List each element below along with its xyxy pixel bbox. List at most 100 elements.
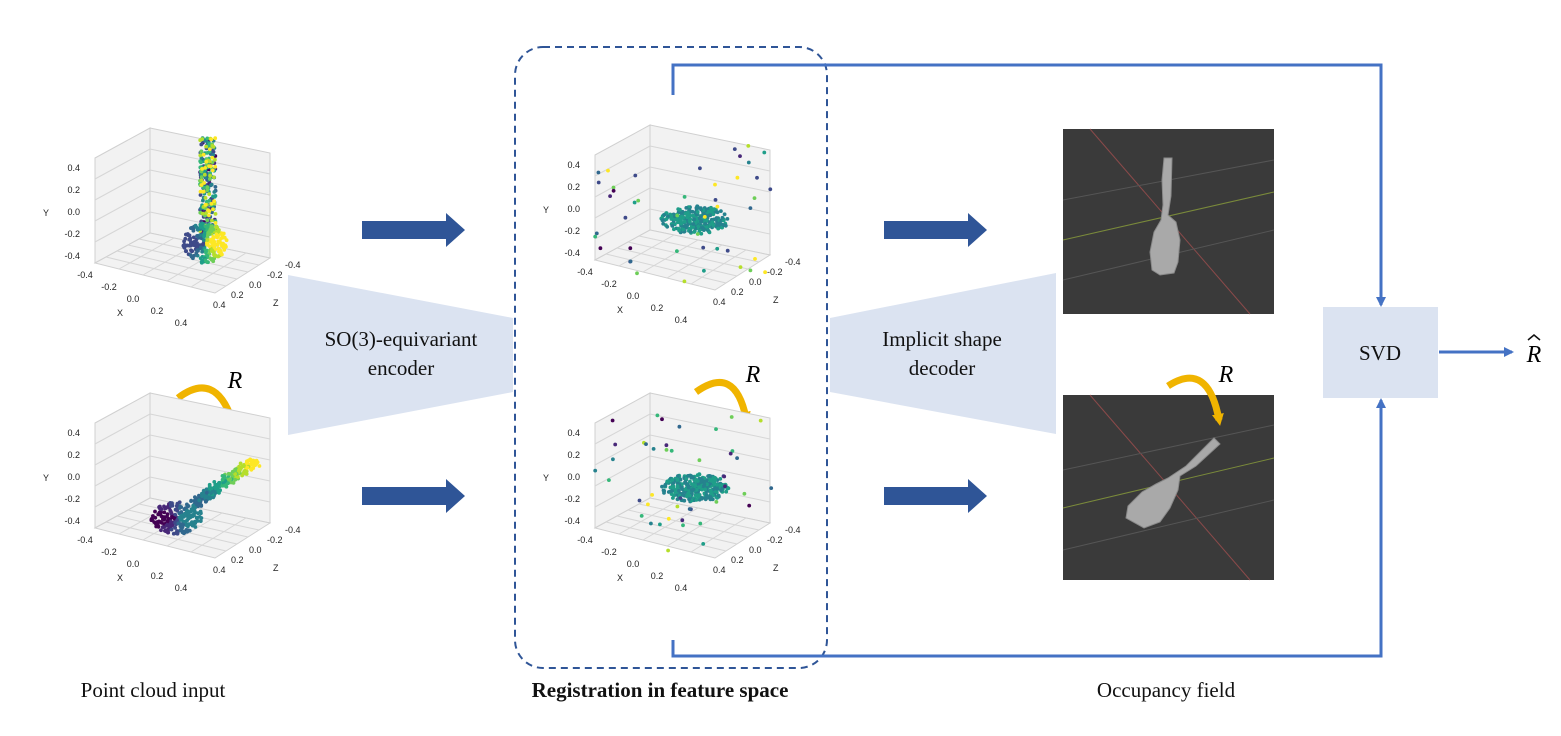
- cloud-point: [708, 474, 713, 478]
- cloud-point: [683, 211, 688, 216]
- cloud-point: [686, 485, 691, 490]
- cloud-point: [704, 493, 709, 497]
- cloud-point: [160, 525, 165, 529]
- cloud-point: [207, 213, 211, 218]
- cloud-point: [195, 225, 199, 230]
- cloud-point: [179, 510, 184, 514]
- decoder-label-line1: Implicit shape: [882, 327, 1002, 351]
- cloud-point: [664, 443, 669, 448]
- cloud-point: [668, 485, 673, 490]
- cloud-point: [672, 227, 676, 232]
- cloud-point: [207, 164, 211, 169]
- cloud-point: [212, 199, 217, 204]
- grid-line: [666, 512, 723, 547]
- grid-line: [605, 521, 727, 552]
- cloud-point: [670, 224, 675, 228]
- x-tick-label: 0.4: [675, 315, 688, 325]
- cloud-point: [193, 525, 198, 529]
- cloud-point: [238, 461, 243, 466]
- cloud-point: [194, 502, 198, 506]
- cloud-point: [675, 478, 680, 482]
- cloud-point: [164, 523, 169, 528]
- caption-occupancy: Occupancy field: [1097, 678, 1236, 702]
- grid-line: [690, 249, 747, 285]
- cloud-point: [183, 513, 188, 518]
- cloud-point: [195, 241, 199, 245]
- cloud-point: [696, 206, 700, 210]
- z-tick-label: 0.0: [249, 280, 262, 290]
- cloud-point: [173, 507, 178, 512]
- cloud-point: [716, 226, 721, 231]
- cloud-point: [714, 427, 718, 431]
- z-tick-label: 0.2: [231, 555, 244, 565]
- cloud-point: [165, 514, 169, 519]
- x-tick-label: 0.4: [175, 318, 188, 328]
- cloud-point: [675, 249, 679, 254]
- cloud-point: [201, 189, 206, 194]
- cloud-point: [735, 456, 739, 460]
- cloud-point: [606, 168, 610, 173]
- plot-pane: [593, 497, 772, 559]
- y-tick-label: -0.4: [64, 516, 80, 526]
- flow-arrow-input-bottom: [362, 479, 465, 513]
- cloud-point: [194, 499, 198, 504]
- cloud-point: [191, 503, 196, 508]
- plot-input-rotated: 0.40.20.0-0.2-0.4Y-0.4-0.20.00.20.4X-0.4…: [43, 392, 301, 593]
- cloud-point: [162, 510, 167, 515]
- rotation-arrow-occupancy: R: [1166, 362, 1234, 426]
- cloud-point: [187, 528, 192, 533]
- cloud-point: [716, 493, 721, 498]
- cloud-point: [215, 483, 219, 488]
- cloud-point: [202, 234, 207, 239]
- cloud-point: [173, 525, 177, 530]
- cloud-point: [182, 531, 186, 536]
- x-tick-label: 0.2: [151, 306, 164, 316]
- cloud-point: [593, 468, 598, 473]
- cloud-point: [660, 417, 664, 422]
- cloud-point: [212, 190, 217, 194]
- cloud-point: [661, 488, 666, 493]
- cloud-point: [211, 495, 216, 500]
- cloud-point: [243, 468, 247, 473]
- grid-line: [649, 166, 771, 193]
- cloud-point: [199, 142, 204, 147]
- cloud-point: [678, 207, 682, 212]
- cloud-point: [201, 488, 206, 493]
- cloud-point: [628, 246, 633, 251]
- cloud-point: [209, 182, 214, 187]
- y-tick-label: 0.0: [67, 207, 80, 217]
- cloud-point: [666, 214, 670, 219]
- cloud-point: [593, 234, 598, 239]
- cloud-point: [188, 509, 193, 514]
- cloud-point: [675, 213, 680, 218]
- y-tick-label: -0.2: [564, 226, 580, 236]
- grid-line: [190, 252, 247, 288]
- cloud-point: [207, 192, 212, 197]
- z-axis-label: Z: [273, 563, 279, 573]
- grid-line: [94, 148, 151, 180]
- cloud-point: [710, 497, 715, 502]
- y-tick-label: 0.4: [67, 163, 80, 173]
- cloud-point: [677, 424, 682, 429]
- cloud-point: [165, 518, 170, 523]
- cloud-point: [725, 248, 730, 253]
- cloud-point: [199, 178, 204, 183]
- cloud-point: [708, 495, 713, 499]
- cloud-point: [202, 172, 207, 177]
- y-tick-label: 0.0: [567, 204, 580, 214]
- z-tick-label: -0.2: [767, 267, 783, 277]
- cloud-point: [203, 166, 208, 170]
- cloud-point: [198, 225, 203, 230]
- cloud-point: [153, 509, 157, 514]
- cloud-point: [237, 468, 241, 473]
- cloud-point: [213, 212, 218, 216]
- cloud-point: [637, 498, 642, 503]
- cloud-point: [685, 482, 689, 487]
- cloud-point: [714, 500, 719, 504]
- cloud-point: [248, 457, 253, 462]
- z-tick-label: -0.4: [785, 525, 801, 535]
- cloud-point: [683, 487, 688, 492]
- cloud-point: [703, 487, 708, 492]
- cloud-point: [688, 220, 692, 224]
- cloud-point: [198, 519, 203, 523]
